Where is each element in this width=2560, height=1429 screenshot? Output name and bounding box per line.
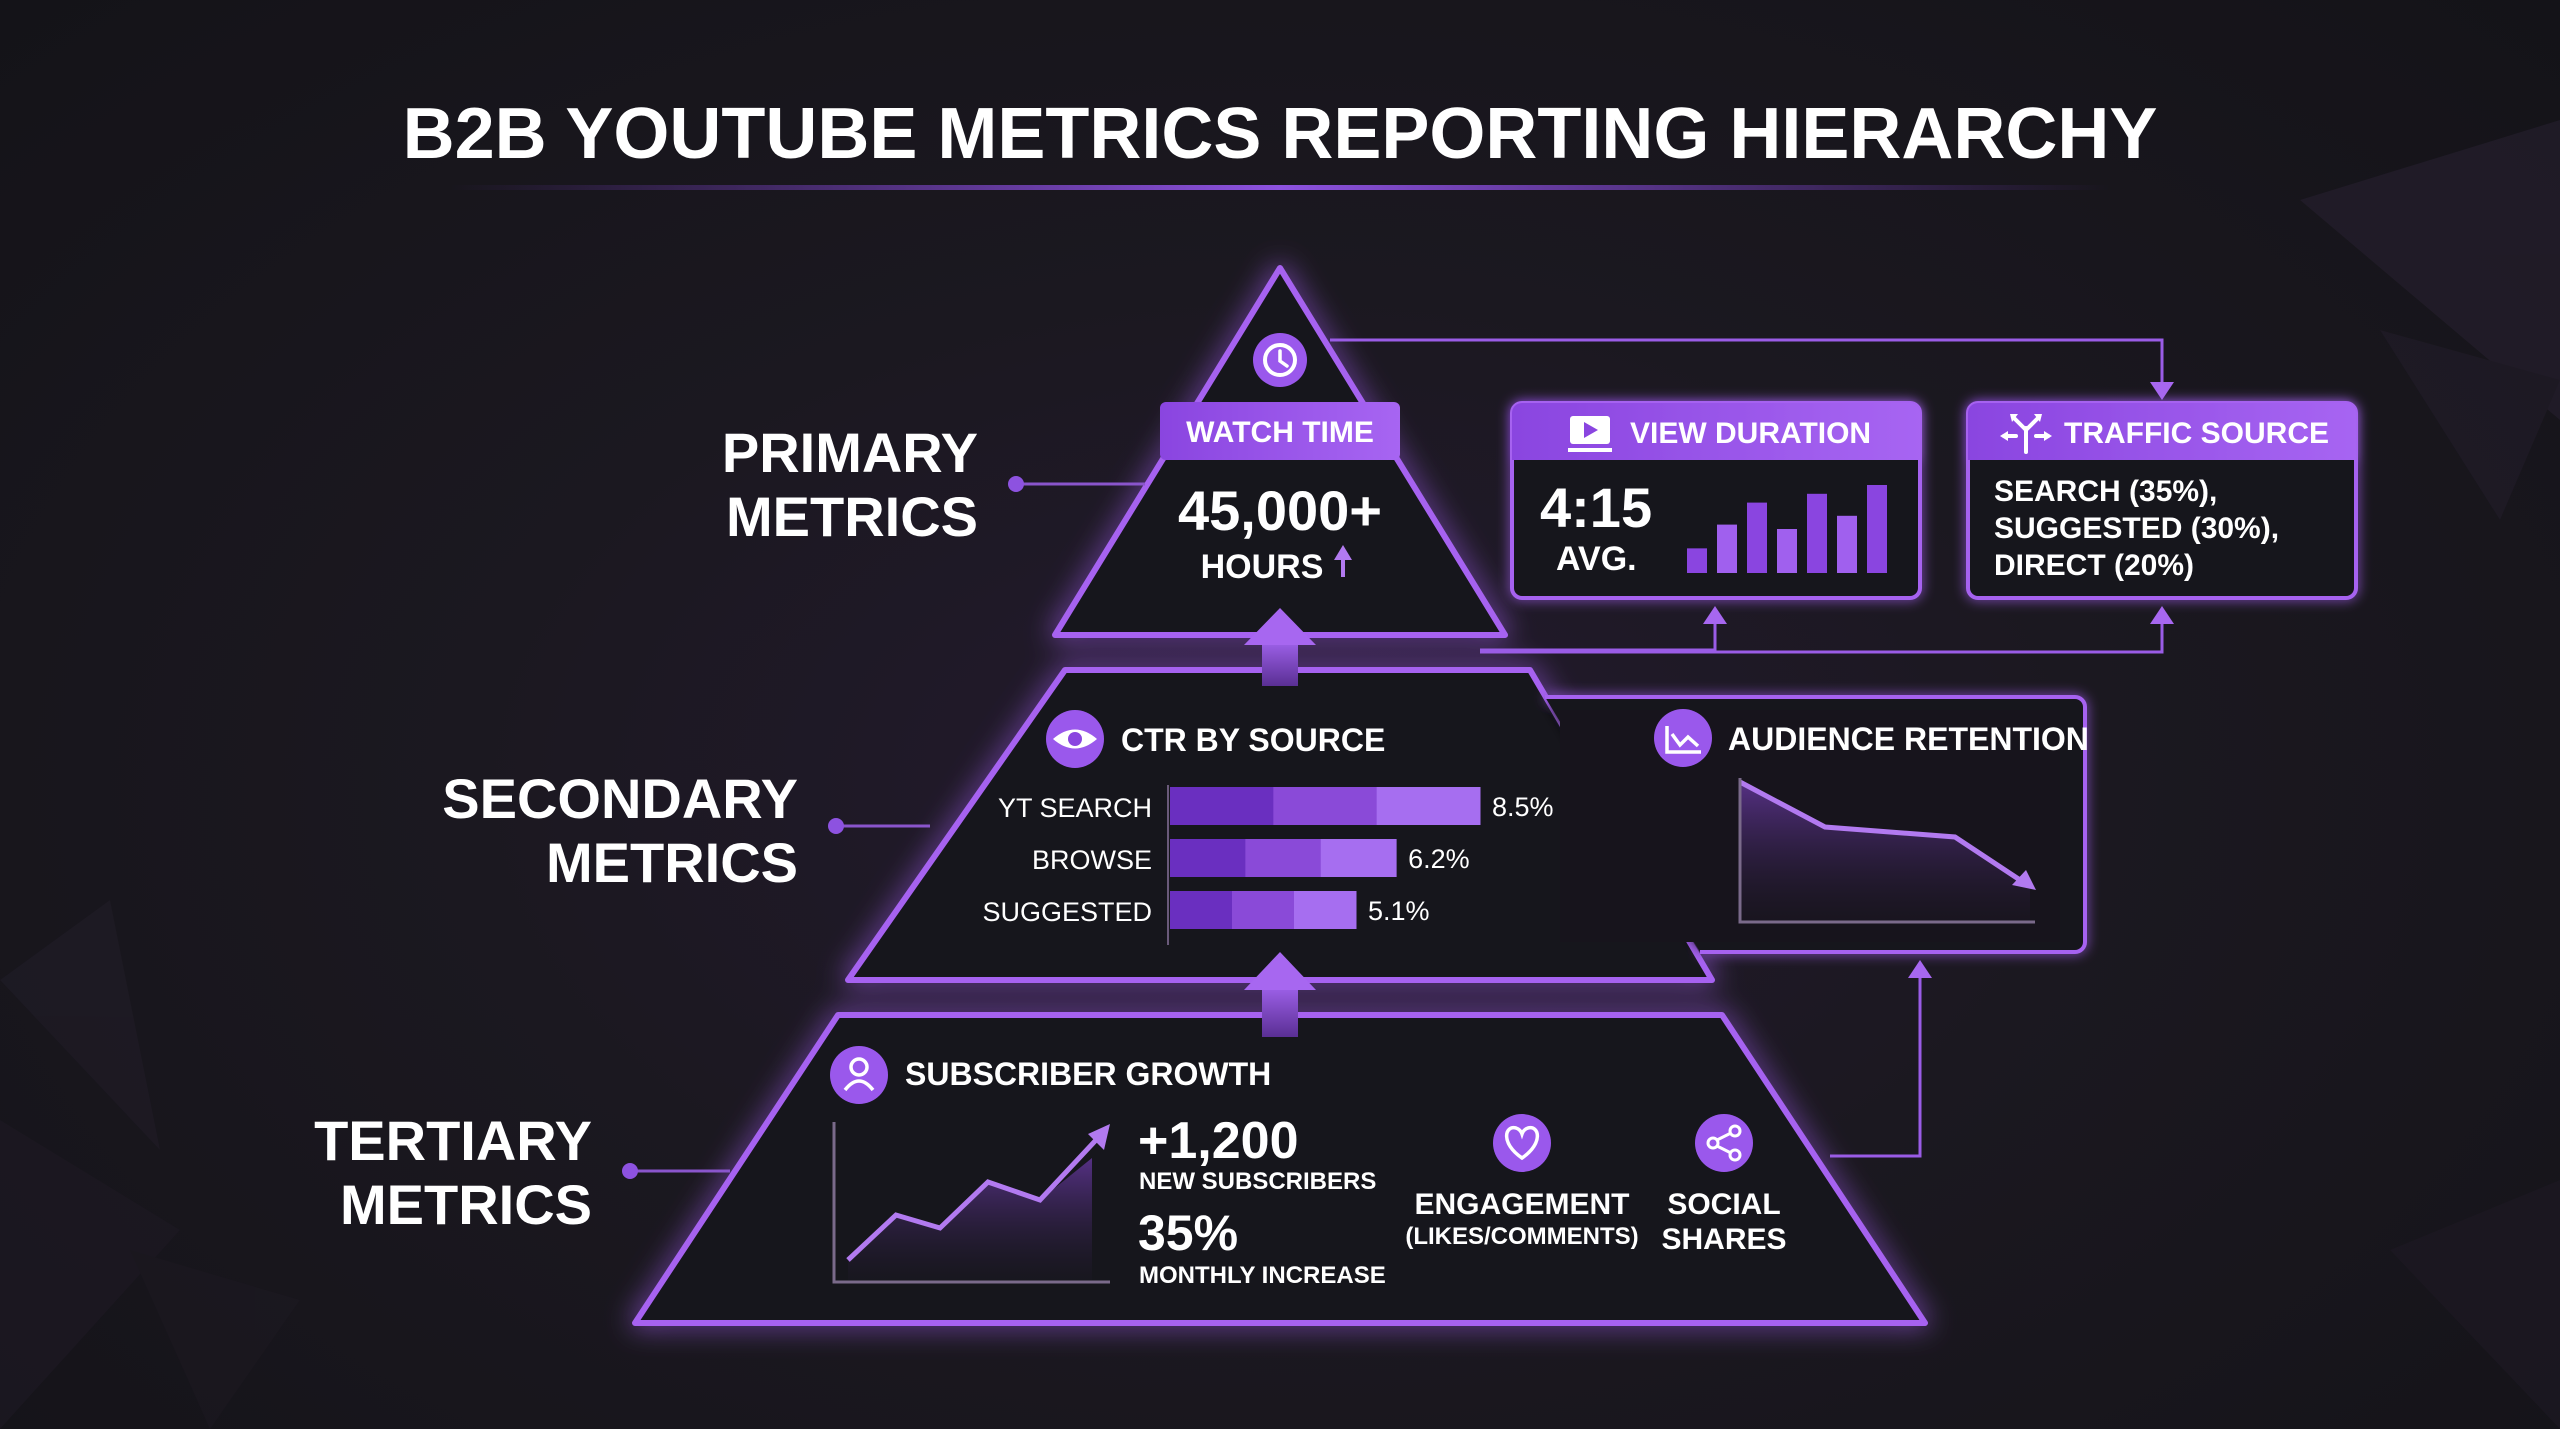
ctr-bar [1294, 891, 1357, 929]
ctr-bar [1170, 787, 1274, 825]
connector-lines-primary [1330, 338, 2164, 654]
audience-retention-label: AUDIENCE RETENTION [1728, 721, 2089, 757]
connector-lines-secondary [1830, 975, 1922, 1158]
ctr-bar [1170, 839, 1246, 877]
connector-arrowhead [2150, 606, 2174, 624]
watch-time-card: WATCH TIME 45,000+ HOURS [1160, 333, 1400, 586]
tier-label-primary: PRIMARY METRICS [722, 421, 1145, 548]
heart-icon [1493, 1114, 1551, 1172]
ctr-value-label: 6.2% [1408, 844, 1470, 874]
view-duration-bar [1687, 548, 1707, 573]
page-title: B2B YOUTUBE METRICS REPORTING HIERARCHY [403, 94, 2158, 174]
retention-chart [1738, 778, 2036, 924]
ctr-bar [1245, 839, 1322, 877]
view-duration-value: 4:15 [1540, 476, 1652, 539]
svg-text:METRICS: METRICS [726, 485, 978, 548]
engagement-label: ENGAGEMENT [1414, 1188, 1629, 1221]
monthly-increase-label: MONTHLY INCREASE [1139, 1262, 1386, 1289]
view-duration-bar [1837, 515, 1857, 573]
ctr-value-label: 5.1% [1368, 896, 1430, 926]
title-underline [450, 185, 2110, 190]
new-subscribers-value: +1,200 [1138, 1112, 1299, 1170]
view-duration-sub: AVG. [1556, 540, 1637, 578]
svg-text:SECONDARY: SECONDARY [442, 767, 798, 830]
social-shares-label-1: SOCIAL [1667, 1188, 1780, 1221]
traffic-source-line-3: DIRECT (20%) [1994, 549, 2194, 582]
traffic-source-label: TRAFFIC SOURCE [2064, 417, 2329, 450]
line-chart-icon [1654, 709, 1712, 767]
user-icon [830, 1046, 888, 1104]
ctr-bar [1170, 891, 1233, 929]
engagement-sub: (LIKES/COMMENTS) [1405, 1223, 1638, 1250]
connector-arrowhead [1703, 606, 1727, 624]
traffic-source-line-2: SUGGESTED (30%), [1994, 512, 2279, 545]
svg-text:METRICS: METRICS [340, 1173, 592, 1236]
ctr-row-label: YT SEARCH [998, 793, 1152, 823]
background-shards [0, 120, 2560, 1429]
ctr-row-label: BROWSE [1032, 845, 1152, 875]
new-subscribers-label: NEW SUBSCRIBERS [1139, 1168, 1376, 1195]
svg-text:TERTIARY: TERTIARY [314, 1109, 592, 1172]
split-arrows-icon [2000, 414, 2052, 454]
up-arrow-icon [1334, 545, 1352, 577]
tier-arrow-upper [1244, 608, 1316, 686]
tier-label-secondary: SECONDARY METRICS [442, 767, 930, 894]
ctr-bar [1376, 787, 1481, 825]
view-duration-bars [1687, 485, 1887, 573]
ctr-bar-chart: YT SEARCH 8.5% BROWSE 6.2% SUGGESTED 5.1% [982, 787, 1554, 929]
view-duration-bar [1777, 529, 1797, 573]
social-shares-label-2: SHARES [1661, 1223, 1786, 1256]
play-screen-icon [1568, 416, 1612, 452]
monthly-increase-value: 35% [1138, 1205, 1238, 1261]
subscriber-growth-label: SUBSCRIBER GROWTH [905, 1056, 1271, 1092]
view-duration-bar [1717, 524, 1737, 573]
view-duration-bar [1747, 502, 1767, 573]
view-duration-bar [1867, 485, 1887, 573]
traffic-source-line-1: SEARCH (35%), [1994, 475, 2217, 508]
tier-label-tertiary: TERTIARY METRICS [314, 1109, 730, 1236]
ctr-bar [1320, 839, 1397, 877]
svg-text:METRICS: METRICS [546, 831, 798, 894]
watch-time-label: WATCH TIME [1186, 416, 1374, 449]
watch-time-value: 45,000+ [1178, 479, 1382, 542]
ctr-by-source-label: CTR BY SOURCE [1121, 722, 1385, 758]
traffic-source-card [1966, 401, 2358, 600]
ctr-bar [1232, 891, 1295, 929]
ctr-row-label: SUGGESTED [982, 897, 1152, 927]
view-duration-bar [1807, 493, 1827, 573]
connector-arrowhead [2150, 382, 2174, 400]
ctr-bar [1273, 787, 1378, 825]
ctr-value-label: 8.5% [1492, 792, 1554, 822]
share-icon [1695, 1114, 1753, 1172]
tier-arrow-lower [1244, 952, 1316, 1037]
watch-time-header [1160, 402, 1400, 460]
view-duration-label: VIEW DURATION [1630, 417, 1871, 450]
watch-time-unit: HOURS [1201, 548, 1324, 586]
eye-icon [1046, 710, 1104, 768]
svg-text:PRIMARY: PRIMARY [722, 421, 978, 484]
subscriber-growth-chart [832, 1122, 1110, 1284]
connector-arrowhead [1908, 960, 1932, 978]
